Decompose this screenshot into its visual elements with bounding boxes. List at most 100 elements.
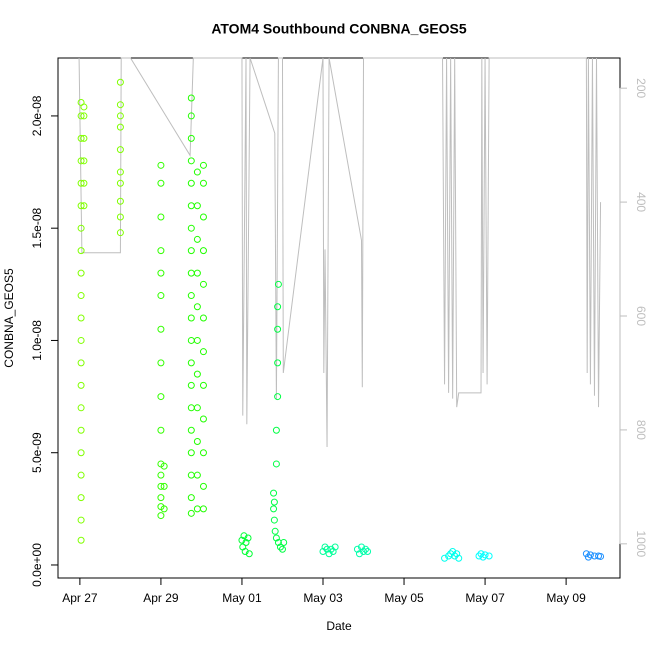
point xyxy=(77,449,85,457)
point xyxy=(80,202,88,210)
x-tick-label: May 05 xyxy=(384,591,424,605)
point xyxy=(77,224,85,232)
point xyxy=(157,269,165,277)
point xyxy=(187,494,195,502)
point xyxy=(157,393,165,401)
point xyxy=(240,532,248,540)
point xyxy=(193,168,201,176)
point xyxy=(157,426,165,434)
y-tick-label: 5.0e-09 xyxy=(30,432,44,473)
point xyxy=(80,179,88,187)
point xyxy=(157,482,165,490)
point xyxy=(160,505,168,513)
point xyxy=(199,213,207,221)
point xyxy=(77,202,85,210)
point xyxy=(199,482,207,490)
y-tick-label: 0.0e+00 xyxy=(30,543,44,587)
point xyxy=(187,179,195,187)
point xyxy=(199,179,207,187)
point xyxy=(242,539,250,547)
point xyxy=(353,545,361,553)
point xyxy=(157,325,165,333)
point xyxy=(77,536,85,544)
point xyxy=(199,314,207,322)
point xyxy=(116,112,124,120)
point xyxy=(77,292,85,300)
point xyxy=(77,336,85,344)
x-tick-label: Apr 29 xyxy=(143,591,179,605)
point xyxy=(77,112,85,120)
point xyxy=(199,247,207,255)
point xyxy=(477,550,485,558)
point xyxy=(77,494,85,502)
point xyxy=(187,404,195,412)
x-tick-label: May 07 xyxy=(465,591,505,605)
point xyxy=(157,494,165,502)
point xyxy=(271,527,279,535)
y-tick-label: 1.5e-08 xyxy=(30,208,44,249)
point xyxy=(187,112,195,120)
point xyxy=(276,543,284,551)
point xyxy=(187,509,195,517)
point xyxy=(187,157,195,165)
point xyxy=(280,539,288,547)
point xyxy=(77,359,85,367)
point xyxy=(199,415,207,423)
point xyxy=(77,179,85,187)
point xyxy=(157,247,165,255)
point xyxy=(157,359,165,367)
point xyxy=(116,101,124,109)
point xyxy=(77,426,85,434)
point xyxy=(278,545,286,553)
point xyxy=(360,548,368,556)
point xyxy=(331,543,339,551)
point xyxy=(325,550,333,558)
point xyxy=(187,269,195,277)
x-tick-label: May 09 xyxy=(546,591,586,605)
point xyxy=(80,157,88,165)
point xyxy=(485,552,493,560)
point xyxy=(193,235,201,243)
point xyxy=(187,381,195,389)
point xyxy=(157,213,165,221)
point xyxy=(193,437,201,445)
plot-frame xyxy=(57,57,621,579)
point xyxy=(193,269,201,277)
point xyxy=(270,498,278,506)
point xyxy=(160,482,168,490)
point xyxy=(272,460,280,468)
point xyxy=(355,550,363,558)
chart-title: ATOM4 Southbound CONBNA_GEOS5 xyxy=(211,21,467,37)
point xyxy=(323,545,331,553)
point xyxy=(157,179,165,187)
point xyxy=(116,78,124,86)
point xyxy=(116,197,124,205)
point xyxy=(244,534,252,542)
point xyxy=(187,426,195,434)
y2-tick-label: 600 xyxy=(634,306,648,326)
y-axis-label: CONBNA_GEOS5 xyxy=(2,268,16,368)
x-axis-label: Date xyxy=(326,619,352,633)
point xyxy=(77,157,85,165)
y2-tick-label: 800 xyxy=(634,420,648,440)
y2-tick-label: 1000 xyxy=(634,530,648,557)
point xyxy=(582,550,590,558)
y2-tick-label: 400 xyxy=(634,192,648,212)
point xyxy=(274,325,282,333)
point xyxy=(193,505,201,513)
point xyxy=(157,512,165,520)
point xyxy=(481,551,489,559)
y-tick-label: 1.0e-08 xyxy=(30,320,44,361)
point xyxy=(199,161,207,169)
point xyxy=(187,134,195,142)
point xyxy=(77,516,85,524)
point xyxy=(157,292,165,300)
point xyxy=(157,471,165,479)
point xyxy=(274,539,282,547)
point xyxy=(453,550,461,558)
point xyxy=(116,123,124,131)
point xyxy=(362,545,370,553)
point xyxy=(193,336,201,344)
point xyxy=(449,548,457,556)
point xyxy=(77,404,85,412)
